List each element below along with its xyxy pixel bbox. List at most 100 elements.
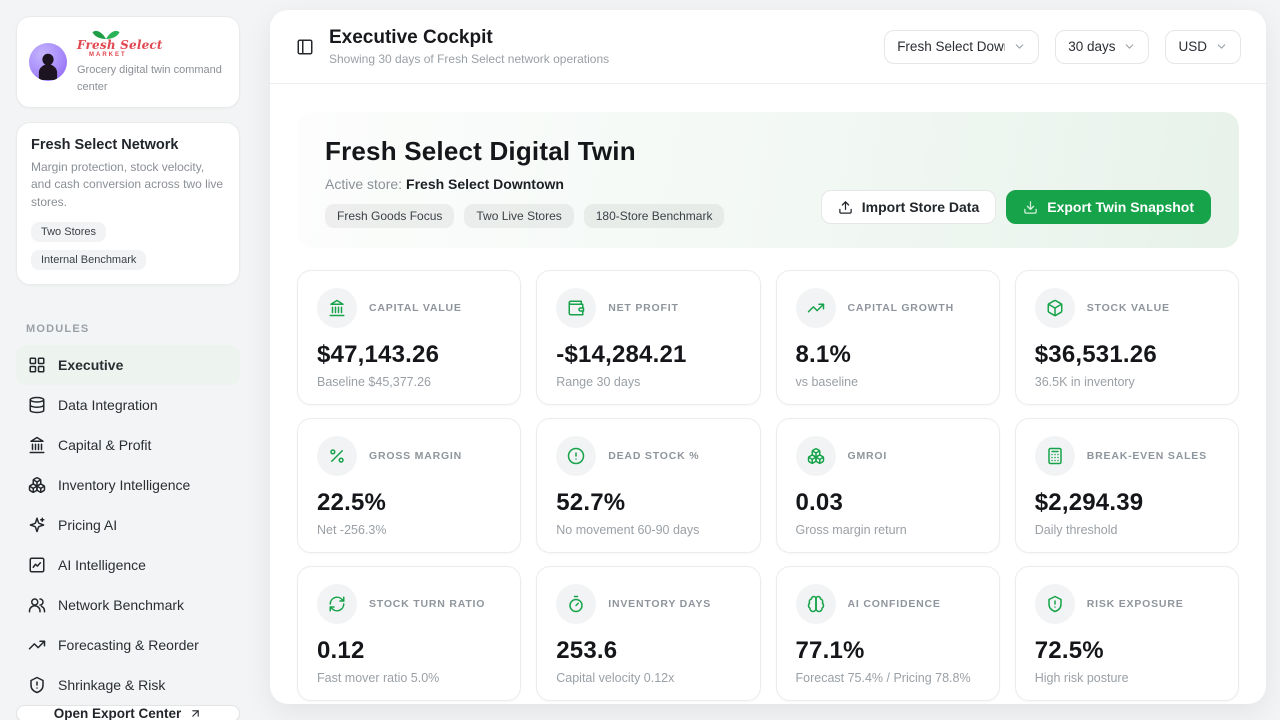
kpi-sub: Forecast 75.4% / Pricing 78.8% (795, 671, 971, 685)
kpi-label: BREAK-EVEN SALES (1086, 450, 1207, 462)
modules-list: Executive Data Integration Capital & Pro… (16, 345, 240, 705)
main-header: Executive Cockpit Showing 30 days of Fre… (270, 10, 1266, 84)
kpi-head: STOCK VALUE (1034, 288, 1219, 328)
kpi-head: GMROI (795, 436, 980, 476)
kpi-value: $47,143.26 (317, 341, 440, 368)
kpi-head: GROSS MARGIN (317, 436, 501, 476)
active-store-label: Active store: (325, 176, 403, 192)
kpi-label: STOCK VALUE (1086, 302, 1170, 314)
wallet-icon (556, 288, 597, 328)
hero-pill: Two Live Stores (464, 204, 574, 228)
kpi-head: INVENTORY DAYS (556, 584, 740, 624)
landmark-icon (28, 436, 46, 454)
page-title: Executive Cockpit (329, 27, 493, 48)
kpi-label: CAPITAL GROWTH (847, 302, 954, 314)
main-content: Fresh Select Digital Twin Active store: F… (270, 84, 1266, 701)
kpi-label: NET PROFIT (608, 302, 679, 314)
percent-icon (317, 436, 357, 476)
kpi-sub: Range 30 days (556, 375, 641, 389)
currency-select-value: USD (1178, 39, 1207, 54)
calculator-icon (1034, 436, 1075, 476)
kpi-value: 72.5% (1034, 637, 1104, 664)
sidebar-item-ai-intelligence[interactable]: AI Intelligence (16, 545, 240, 585)
kpi-head: BREAK-EVEN SALES (1034, 436, 1219, 476)
active-store-value: Fresh Select Downtown (406, 176, 564, 192)
kpi-value: -$14,284.21 (556, 341, 687, 368)
kpi-label: GROSS MARGIN (369, 450, 463, 462)
chart-icon (28, 556, 46, 574)
kpi-label: CAPITAL VALUE (369, 302, 462, 314)
kpi-label: RISK EXPOSURE (1086, 598, 1184, 610)
import-store-data-button[interactable]: Import Store Data (820, 190, 997, 224)
sidebar-item-shrinkage-risk[interactable]: Shrinkage & Risk (16, 665, 240, 705)
kpi-head: CAPITAL VALUE (317, 288, 501, 328)
store-select[interactable]: Fresh Select Downtown (884, 29, 1040, 64)
kpi-card-inventory-days: INVENTORY DAYS 253.6 Capital velocity 0.… (536, 566, 761, 701)
hero-pill: Fresh Goods Focus (325, 204, 455, 228)
hero-actions: Import Store Data Export Twin Snapshot (820, 190, 1211, 224)
sidebar: Fresh Select MARKET Grocery digital twin… (16, 16, 240, 720)
timer-icon (556, 584, 597, 624)
person-silhouette-icon (38, 53, 58, 80)
import-store-data-label: Import Store Data (861, 199, 980, 215)
brand-logo-text: Fresh Select (77, 38, 163, 52)
kpi-sub: 36.5K in inventory (1034, 375, 1135, 389)
store-select-value: Fresh Select Downtown (897, 39, 1005, 54)
export-twin-snapshot-button[interactable]: Export Twin Snapshot (1006, 190, 1211, 224)
sidebar-item-label: Network Benchmark (58, 597, 185, 614)
hero-title: Fresh Select Digital Twin (325, 136, 636, 166)
sidebar-item-data-integration[interactable]: Data Integration (16, 385, 240, 425)
sidebar-toggle-icon[interactable] (296, 38, 314, 56)
kpi-head: DEAD STOCK % (556, 436, 740, 476)
brand-tagline: Grocery digital twin command center (77, 64, 222, 93)
arrow-up-right-icon (189, 707, 202, 720)
download-icon (1023, 200, 1038, 215)
kpi-sub: High risk posture (1034, 671, 1129, 685)
sidebar-item-label: Data Integration (58, 397, 158, 414)
kpi-card-ai-confidence: AI CONFIDENCE 77.1% Forecast 75.4% / Pri… (775, 566, 1000, 701)
users-icon (28, 596, 46, 614)
kpi-card-stock-value: STOCK VALUE $36,531.26 36.5K in inventor… (1014, 270, 1239, 405)
sidebar-item-inventory-intelligence[interactable]: Inventory Intelligence (16, 465, 240, 505)
sidebar-item-label: Forecasting & Reorder (58, 637, 199, 654)
brand-card: Fresh Select MARKET Grocery digital twin… (16, 16, 240, 108)
kpi-value: 77.1% (795, 637, 865, 664)
kpi-sub: Baseline $45,377.26 (317, 375, 431, 389)
kpi-value: 0.12 (317, 637, 365, 664)
network-badges: Two Stores Internal Benchmark (31, 222, 225, 271)
sidebar-item-network-benchmark[interactable]: Network Benchmark (16, 585, 240, 625)
sidebar-item-capital-profit[interactable]: Capital & Profit (16, 425, 240, 465)
kpi-head: RISK EXPOSURE (1034, 584, 1219, 624)
kpi-value: 22.5% (317, 489, 387, 516)
kpi-sub: No movement 60-90 days (556, 523, 700, 537)
brand-logo: Fresh Select MARKET (77, 29, 227, 58)
grid-icon (28, 356, 46, 374)
kpi-card-gross-margin: GROSS MARGIN 22.5% Net -256.3% (297, 418, 522, 553)
refresh-icon (317, 584, 357, 624)
currency-select[interactable]: USD (1165, 29, 1241, 64)
sidebar-item-executive[interactable]: Executive (16, 345, 240, 386)
period-select[interactable]: 30 days (1055, 29, 1150, 64)
sidebar-item-forecasting-reorder[interactable]: Forecasting & Reorder (16, 625, 240, 665)
open-export-center-label: Open Export Center (53, 706, 182, 720)
kpi-card-stock-turn-ratio: STOCK TURN RATIO 0.12 Fast mover ratio 5… (297, 566, 522, 701)
hero-pills: Fresh Goods Focus Two Live Stores 180-Stor… (325, 204, 1211, 228)
sparkles-icon (28, 516, 46, 534)
alert-circle-icon (556, 436, 597, 476)
kpi-card-risk-exposure: RISK EXPOSURE 72.5% High risk posture (1014, 566, 1239, 701)
database-icon (28, 396, 46, 414)
kpi-value: 8.1% (795, 341, 852, 368)
open-export-center-button[interactable]: Open Export Center (16, 705, 240, 720)
trending-up-icon (795, 288, 836, 328)
sidebar-item-label: Inventory Intelligence (58, 477, 191, 494)
page-subtitle: Showing 30 days of Fresh Select network … (329, 52, 610, 66)
sidebar-item-label: Capital & Profit (58, 437, 152, 454)
sidebar-item-label: AI Intelligence (58, 557, 146, 574)
kpi-card-gmroi: GMROI 0.03 Gross margin return (775, 418, 1000, 553)
kpi-sub: Fast mover ratio 5.0% (317, 671, 440, 685)
active-store-line: Active store: Fresh Select Downtown (325, 176, 1211, 192)
leaf-icon (92, 30, 120, 39)
export-twin-snapshot-label: Export Twin Snapshot (1047, 199, 1194, 215)
sidebar-item-pricing-ai[interactable]: Pricing AI (16, 505, 240, 545)
boxes-icon (28, 476, 46, 494)
